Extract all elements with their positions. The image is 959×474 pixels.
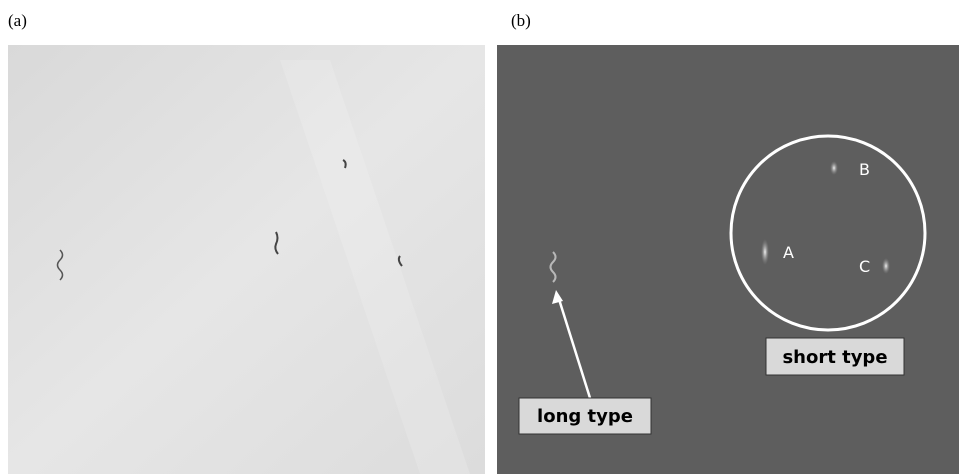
short-type-label: short type [782, 347, 887, 368]
worm-b [830, 161, 838, 175]
panel-label: (b) [511, 11, 531, 30]
figure: (a) (b) B A C short type long type [0, 0, 959, 474]
panel-label: (a) [8, 11, 27, 30]
long-type-label: long type [537, 406, 633, 427]
point-label: A [783, 243, 794, 262]
worm-c [882, 258, 890, 274]
worm-a [761, 239, 769, 265]
point-label: C [859, 257, 870, 276]
point-label: B [859, 160, 870, 179]
